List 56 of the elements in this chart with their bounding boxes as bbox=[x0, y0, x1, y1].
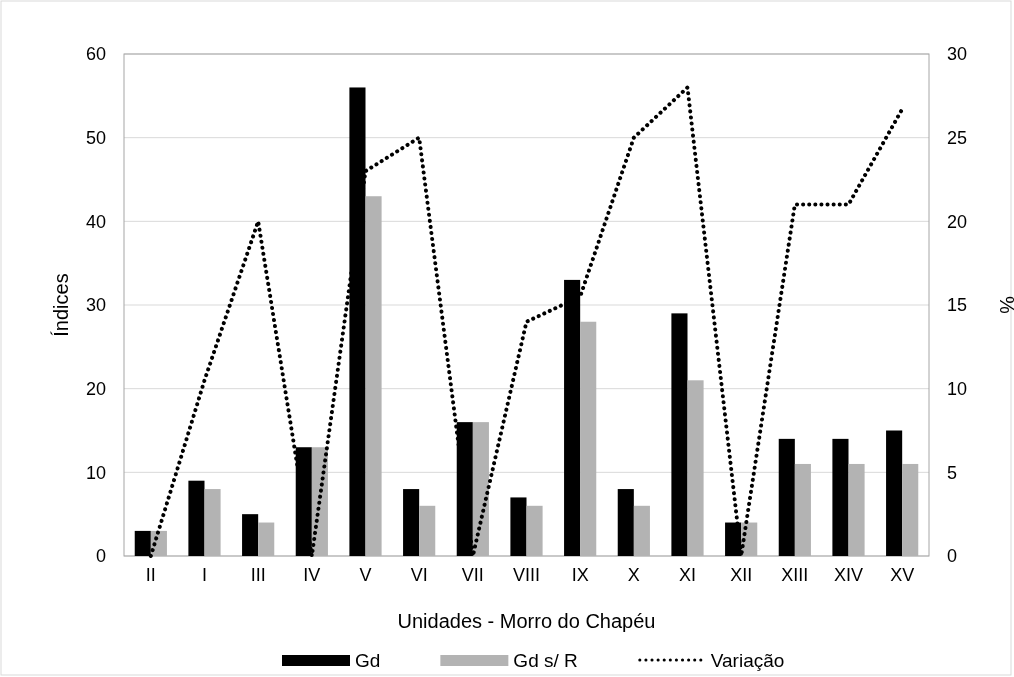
legend-label: Variação bbox=[710, 650, 785, 671]
bar bbox=[365, 196, 382, 556]
x-tick-label: IV bbox=[303, 564, 321, 585]
y-axis-title: Índices bbox=[50, 273, 72, 337]
y-tick-label: 40 bbox=[85, 211, 106, 232]
y2-axis-title: % bbox=[996, 296, 1014, 315]
x-tick-label: II bbox=[145, 564, 156, 585]
x-tick-label: XIV bbox=[833, 564, 864, 585]
y-tick-label: 60 bbox=[85, 44, 106, 65]
bar bbox=[258, 522, 275, 556]
y2-tick-label: 25 bbox=[947, 127, 968, 148]
x-tick-label: III bbox=[250, 564, 266, 585]
bar bbox=[687, 380, 704, 556]
bar bbox=[671, 313, 688, 556]
y-tick-label: 50 bbox=[85, 127, 106, 148]
y2-tick-label: 15 bbox=[947, 295, 968, 316]
x-tick-label: X bbox=[627, 564, 640, 585]
x-tick-label: XII bbox=[730, 564, 753, 585]
bar bbox=[526, 505, 543, 556]
x-tick-label: I bbox=[201, 564, 208, 585]
x-tick-label: V bbox=[359, 564, 372, 585]
x-tick-label: XV bbox=[890, 564, 915, 585]
bar bbox=[778, 438, 795, 556]
y2-tick-label: 5 bbox=[947, 462, 958, 483]
x-tick-label: XIII bbox=[781, 564, 809, 585]
y2-tick-label: 0 bbox=[947, 546, 958, 567]
bar bbox=[902, 463, 919, 556]
legend-label: Gd s/ R bbox=[513, 650, 578, 671]
y2-tick-label: 20 bbox=[947, 211, 968, 232]
bar bbox=[472, 422, 489, 556]
x-tick-label: XI bbox=[678, 564, 697, 585]
y-tick-label: 20 bbox=[85, 378, 106, 399]
y-tick-label: 0 bbox=[95, 546, 106, 567]
bar bbox=[886, 430, 903, 556]
x-tick-label: IX bbox=[571, 564, 589, 585]
y2-tick-label: 30 bbox=[947, 44, 968, 65]
bar bbox=[617, 489, 634, 556]
bar bbox=[633, 505, 650, 556]
y2-tick-label: 10 bbox=[947, 378, 968, 399]
x-tick-label: VIII bbox=[512, 564, 541, 585]
bar bbox=[794, 463, 811, 556]
bar bbox=[188, 480, 205, 556]
bar bbox=[419, 505, 436, 556]
y-tick-label: 10 bbox=[85, 462, 106, 483]
x-tick-label: VII bbox=[461, 564, 484, 585]
bar bbox=[580, 321, 597, 556]
bar bbox=[510, 497, 527, 556]
bar bbox=[242, 514, 259, 556]
bar bbox=[403, 489, 420, 556]
legend-label: Gd bbox=[355, 650, 381, 671]
x-tick-label: VI bbox=[410, 564, 428, 585]
x-axis-title: Unidades - Morro do Chapéu bbox=[397, 610, 656, 632]
y-tick-label: 30 bbox=[85, 295, 106, 316]
bar bbox=[848, 463, 865, 556]
bar bbox=[832, 438, 849, 556]
bar bbox=[204, 489, 221, 556]
